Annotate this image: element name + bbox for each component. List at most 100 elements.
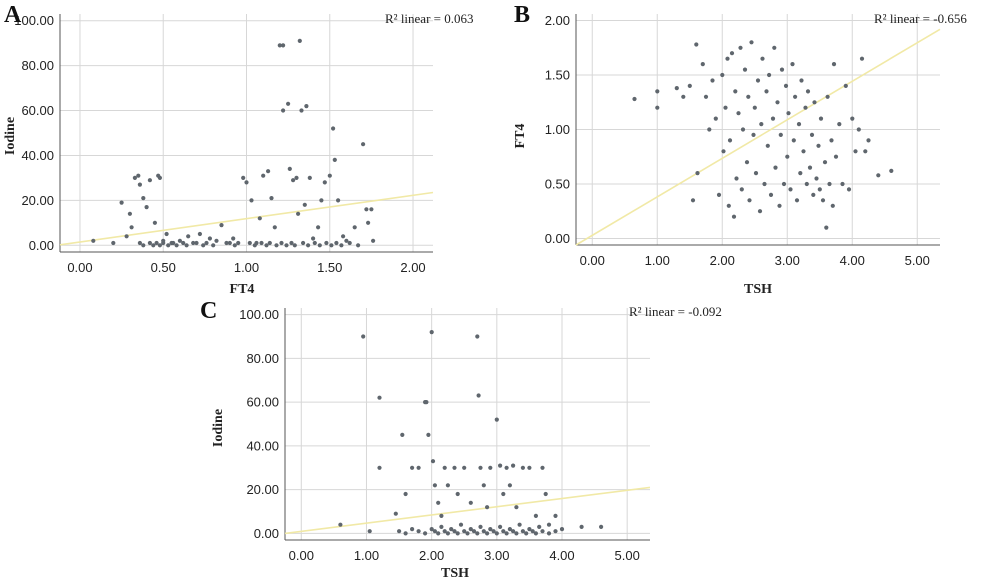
data-point bbox=[356, 243, 360, 247]
data-point bbox=[485, 505, 489, 509]
data-point bbox=[560, 527, 564, 531]
data-point bbox=[599, 525, 603, 529]
data-point bbox=[281, 43, 285, 47]
data-point bbox=[439, 525, 443, 529]
data-point bbox=[694, 42, 698, 46]
data-point bbox=[417, 529, 421, 533]
data-point bbox=[361, 334, 365, 338]
data-point bbox=[341, 234, 345, 238]
data-point bbox=[850, 117, 854, 121]
data-point bbox=[498, 464, 502, 468]
data-point bbox=[417, 466, 421, 470]
data-point bbox=[505, 466, 509, 470]
data-point bbox=[141, 243, 145, 247]
data-point bbox=[258, 216, 262, 220]
data-point bbox=[138, 183, 142, 187]
data-point bbox=[814, 176, 818, 180]
data-point bbox=[430, 330, 434, 334]
data-point bbox=[514, 531, 518, 535]
data-point bbox=[889, 169, 893, 173]
data-point bbox=[141, 196, 145, 200]
data-point bbox=[228, 241, 232, 245]
data-point bbox=[433, 483, 437, 487]
data-point bbox=[128, 212, 132, 216]
x-tick-label: 0.00 bbox=[289, 548, 314, 563]
data-point bbox=[249, 198, 253, 202]
data-point bbox=[544, 492, 548, 496]
data-point bbox=[274, 243, 278, 247]
y-tick-label: 2.00 bbox=[545, 13, 570, 28]
data-point bbox=[754, 171, 758, 175]
data-point bbox=[728, 138, 732, 142]
data-point bbox=[775, 100, 779, 104]
data-point bbox=[707, 127, 711, 131]
data-point bbox=[404, 492, 408, 496]
data-point bbox=[498, 525, 502, 529]
x-tick-label: 4.00 bbox=[840, 253, 865, 268]
data-point bbox=[860, 57, 864, 61]
data-point bbox=[465, 531, 469, 535]
data-point bbox=[366, 221, 370, 225]
data-point bbox=[329, 243, 333, 247]
data-point bbox=[829, 138, 833, 142]
data-point bbox=[269, 196, 273, 200]
data-point bbox=[741, 127, 745, 131]
data-point bbox=[475, 334, 479, 338]
data-point bbox=[158, 176, 162, 180]
data-point bbox=[166, 243, 170, 247]
data-point bbox=[521, 466, 525, 470]
data-point bbox=[286, 102, 290, 106]
data-point bbox=[284, 243, 288, 247]
data-point bbox=[803, 106, 807, 110]
data-point bbox=[831, 204, 835, 208]
data-point bbox=[208, 236, 212, 240]
data-point bbox=[514, 505, 518, 509]
data-point bbox=[316, 225, 320, 229]
data-point bbox=[452, 466, 456, 470]
data-point bbox=[485, 531, 489, 535]
data-point bbox=[279, 241, 283, 245]
data-point bbox=[311, 236, 315, 240]
x-tick-label: 2.00 bbox=[419, 548, 444, 563]
data-point bbox=[819, 117, 823, 121]
data-point bbox=[459, 523, 463, 527]
data-point bbox=[534, 514, 538, 518]
data-point bbox=[508, 483, 512, 487]
data-point bbox=[832, 62, 836, 66]
x-tick-label: 3.00 bbox=[775, 253, 800, 268]
data-point bbox=[749, 40, 753, 44]
y-tick-label: 1.50 bbox=[545, 68, 570, 83]
data-point bbox=[125, 234, 129, 238]
data-point bbox=[721, 149, 725, 153]
data-point bbox=[760, 57, 764, 61]
data-point bbox=[185, 243, 189, 247]
data-point bbox=[743, 68, 747, 72]
data-point bbox=[148, 178, 152, 182]
data-point bbox=[175, 243, 179, 247]
data-point bbox=[834, 155, 838, 159]
data-point bbox=[540, 529, 544, 533]
panel-b-r2-annotation: R² linear = -0.656 bbox=[874, 11, 967, 26]
data-point bbox=[746, 95, 750, 99]
x-tick-label: 0.00 bbox=[67, 260, 92, 275]
panel-a: 0.00 0.50 1.00 1.50 2.00 0.00 20.00 40.00 60.00 8… bbox=[3, 2, 474, 297]
data-point bbox=[308, 176, 312, 180]
data-point bbox=[821, 198, 825, 202]
data-point bbox=[294, 176, 298, 180]
data-point bbox=[236, 241, 240, 245]
data-point bbox=[404, 531, 408, 535]
x-tick-label: 0.50 bbox=[151, 260, 176, 275]
plot-area: 0.00 1.00 2.00 3.00 4.00 5.000.0020.0040.0060… bbox=[239, 307, 650, 563]
data-point bbox=[328, 174, 332, 178]
data-point bbox=[580, 525, 584, 529]
data-point bbox=[806, 89, 810, 93]
data-point bbox=[701, 62, 705, 66]
data-point bbox=[253, 243, 257, 247]
data-point bbox=[547, 531, 551, 535]
data-point bbox=[769, 193, 773, 197]
data-point bbox=[655, 89, 659, 93]
data-point bbox=[291, 178, 295, 182]
data-point bbox=[771, 117, 775, 121]
panel-b-letter: B bbox=[514, 2, 530, 28]
data-point bbox=[266, 169, 270, 173]
